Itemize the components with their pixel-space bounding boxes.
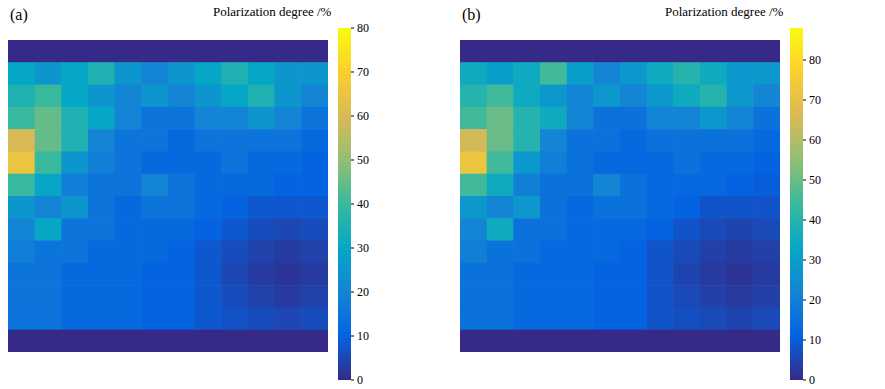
svg-text:60: 60 (809, 133, 821, 147)
svg-text:80: 80 (809, 53, 821, 67)
svg-text:30: 30 (809, 253, 821, 267)
svg-text:10: 10 (809, 333, 821, 347)
svg-text:70: 70 (357, 65, 369, 79)
svg-text:80: 80 (357, 21, 369, 35)
html-text:(b): (b) (462, 6, 481, 23)
svg-text:40: 40 (809, 213, 821, 227)
html-text:Polarization degree /%: Polarization degree /% (665, 4, 784, 19)
svg-text:50: 50 (357, 153, 369, 167)
svg-text:70: 70 (809, 93, 821, 107)
svg-text:30: 30 (357, 241, 369, 255)
html-text:(a): (a) (10, 6, 28, 23)
svg-text:60: 60 (357, 109, 369, 123)
svg-text:10: 10 (357, 329, 369, 343)
svg-text:0: 0 (809, 373, 815, 387)
html-text:Polarization degree /%: Polarization degree /% (213, 4, 332, 19)
svg-text:20: 20 (809, 293, 821, 307)
svg-text:50: 50 (809, 173, 821, 187)
svg-text:40: 40 (357, 197, 369, 211)
svg-text:0: 0 (357, 373, 363, 387)
svg-text:20: 20 (357, 285, 369, 299)
